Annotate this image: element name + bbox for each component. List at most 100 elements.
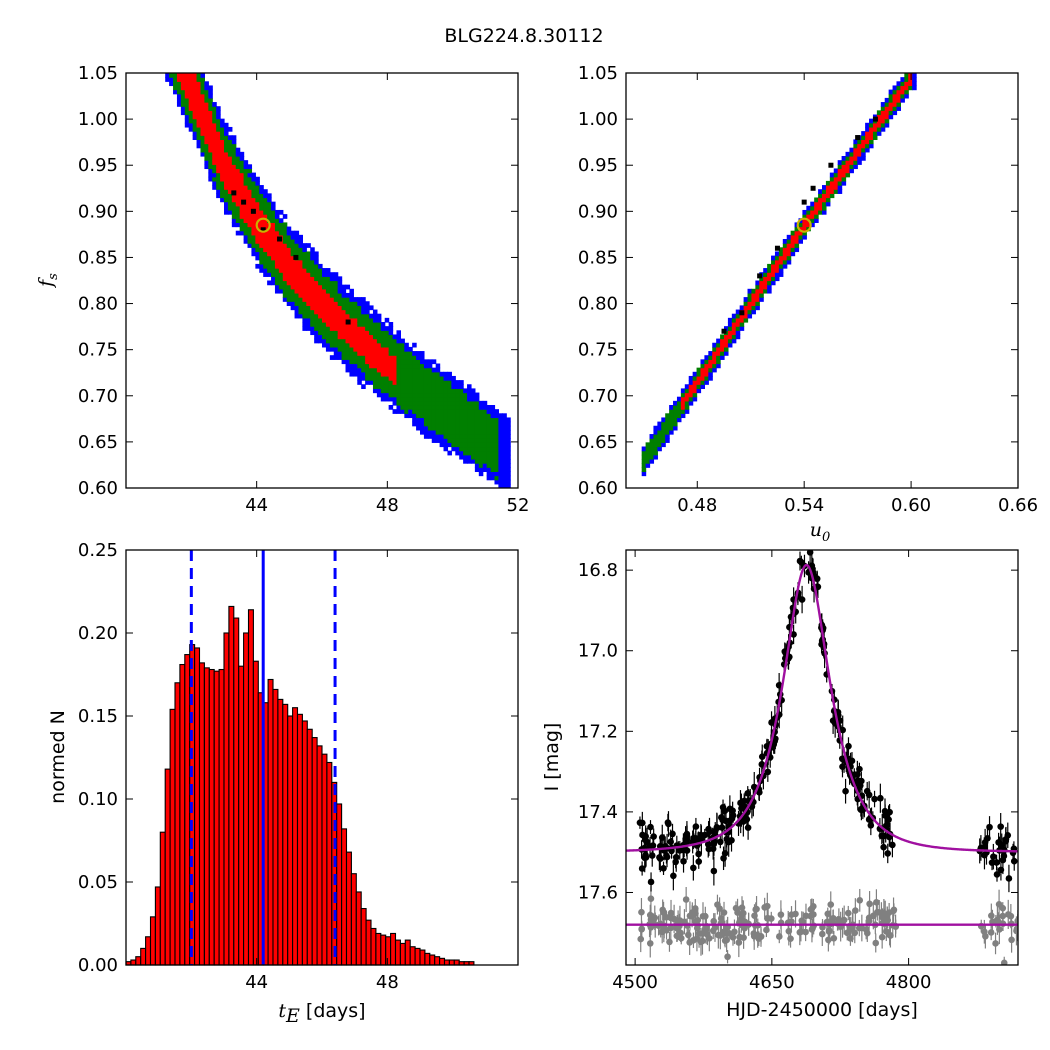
heatmap-cell — [204, 114, 209, 120]
heatmap-cell — [259, 218, 264, 223]
heatmap-cell — [857, 147, 862, 153]
heatmap-cell — [290, 268, 296, 273]
y-tick-label: 0.80 — [578, 294, 618, 315]
heatmap-cell — [673, 400, 678, 406]
heatmap-cell — [490, 463, 496, 468]
heatmap-cell — [216, 151, 221, 157]
histogram-bar — [453, 959, 460, 966]
heatmap-cell — [904, 85, 909, 91]
heatmap-cell — [388, 371, 394, 377]
heatmap-cell — [184, 122, 190, 128]
heatmap-cell — [474, 417, 480, 423]
heatmap-cell — [318, 288, 323, 294]
heatmap-cell — [176, 89, 182, 95]
observation-point — [990, 853, 997, 860]
heatmap-cell — [337, 301, 343, 306]
heatmap-cell — [337, 305, 343, 311]
heatmap-cell — [345, 292, 351, 298]
heatmap-cell — [306, 276, 311, 282]
heatmap-cell — [451, 446, 456, 452]
heatmap-cell — [396, 380, 401, 385]
heatmap-cell — [755, 292, 760, 298]
heatmap-cell — [314, 288, 319, 294]
heatmap-cell — [490, 405, 496, 410]
lightcurve-model — [626, 563, 1018, 926]
heatmap-cell — [649, 438, 655, 443]
heatmap-cell — [435, 371, 441, 377]
residual-point — [872, 939, 880, 947]
heatmap-cell — [341, 355, 347, 360]
heatmap-cell — [345, 313, 351, 319]
heatmap-cell — [220, 118, 225, 124]
heatmap-cell — [271, 280, 276, 286]
heatmap-cell — [404, 342, 409, 348]
observation-point — [981, 839, 989, 846]
heatmap-cell — [196, 135, 202, 140]
heatmap-cell — [451, 438, 456, 443]
heatmap-cell — [896, 97, 901, 103]
heatmap-cell — [255, 234, 260, 240]
heatmap-cell — [688, 380, 694, 385]
heatmap-cell — [463, 425, 468, 431]
heatmap-cell — [861, 139, 866, 145]
heatmap-cell — [278, 280, 284, 286]
heatmap-cell — [380, 384, 386, 389]
heatmap-cell — [669, 421, 674, 427]
observation-point — [829, 717, 837, 724]
black-sample-point — [231, 190, 237, 196]
heatmap-cell — [396, 342, 401, 348]
heatmap-cell — [743, 305, 749, 311]
heatmap-cell — [318, 284, 323, 290]
tE-histogram-frame — [125, 549, 519, 966]
heatmap-cell — [404, 392, 409, 398]
histogram-bar — [370, 927, 377, 966]
heatmap-cell — [470, 413, 476, 419]
heatmap-cell — [271, 201, 276, 207]
heatmap-cell — [216, 180, 221, 186]
heatmap-cell — [310, 272, 315, 277]
heatmap-cell — [443, 413, 449, 419]
heatmap-cell — [227, 147, 233, 153]
heatmap-cell — [478, 405, 484, 410]
heatmap-cell — [196, 110, 202, 116]
heatmap-cell — [490, 438, 496, 443]
heatmap-cell — [239, 222, 245, 228]
heatmap-cell — [790, 234, 796, 240]
heatmap-cell — [865, 147, 870, 153]
heatmap-cell — [506, 471, 511, 477]
heatmap-cell — [416, 375, 421, 381]
heatmap-cell — [396, 396, 401, 402]
heatmap-cell — [251, 180, 256, 186]
residual-point — [699, 912, 707, 920]
histogram-bar — [350, 873, 357, 966]
residual-point — [638, 908, 645, 916]
heatmap-cell — [274, 288, 280, 294]
heatmap-cell — [267, 205, 272, 211]
heatmap-cell — [322, 280, 327, 286]
heatmap-cell — [427, 375, 433, 381]
heatmap-cell — [345, 297, 351, 302]
heatmap-cell — [224, 209, 229, 215]
heatmap-cell — [318, 334, 323, 340]
heatmap-cell — [806, 205, 811, 211]
black-sample-point — [855, 135, 861, 141]
heatmap-cell — [282, 222, 288, 228]
heatmap-cell — [235, 222, 241, 228]
heatmap-cell — [661, 434, 666, 439]
heatmap-cell — [196, 102, 202, 107]
heatmap-cell — [294, 268, 300, 273]
heatmap-cell — [447, 388, 452, 394]
heatmap-cell — [200, 135, 205, 140]
heatmap-cell — [494, 434, 499, 439]
heatmap-cell — [700, 375, 705, 381]
heatmap-cell — [467, 442, 472, 448]
heatmap-cell — [451, 400, 456, 406]
heatmap-cell — [408, 363, 413, 369]
heatmap-cell — [482, 442, 488, 448]
heatmap-cell — [224, 126, 229, 132]
heatmap-cell — [396, 400, 401, 406]
heatmap-cell — [506, 442, 511, 448]
heatmap-cell — [314, 334, 319, 340]
heatmap-cell — [380, 342, 386, 348]
heatmap-cell — [869, 122, 874, 128]
